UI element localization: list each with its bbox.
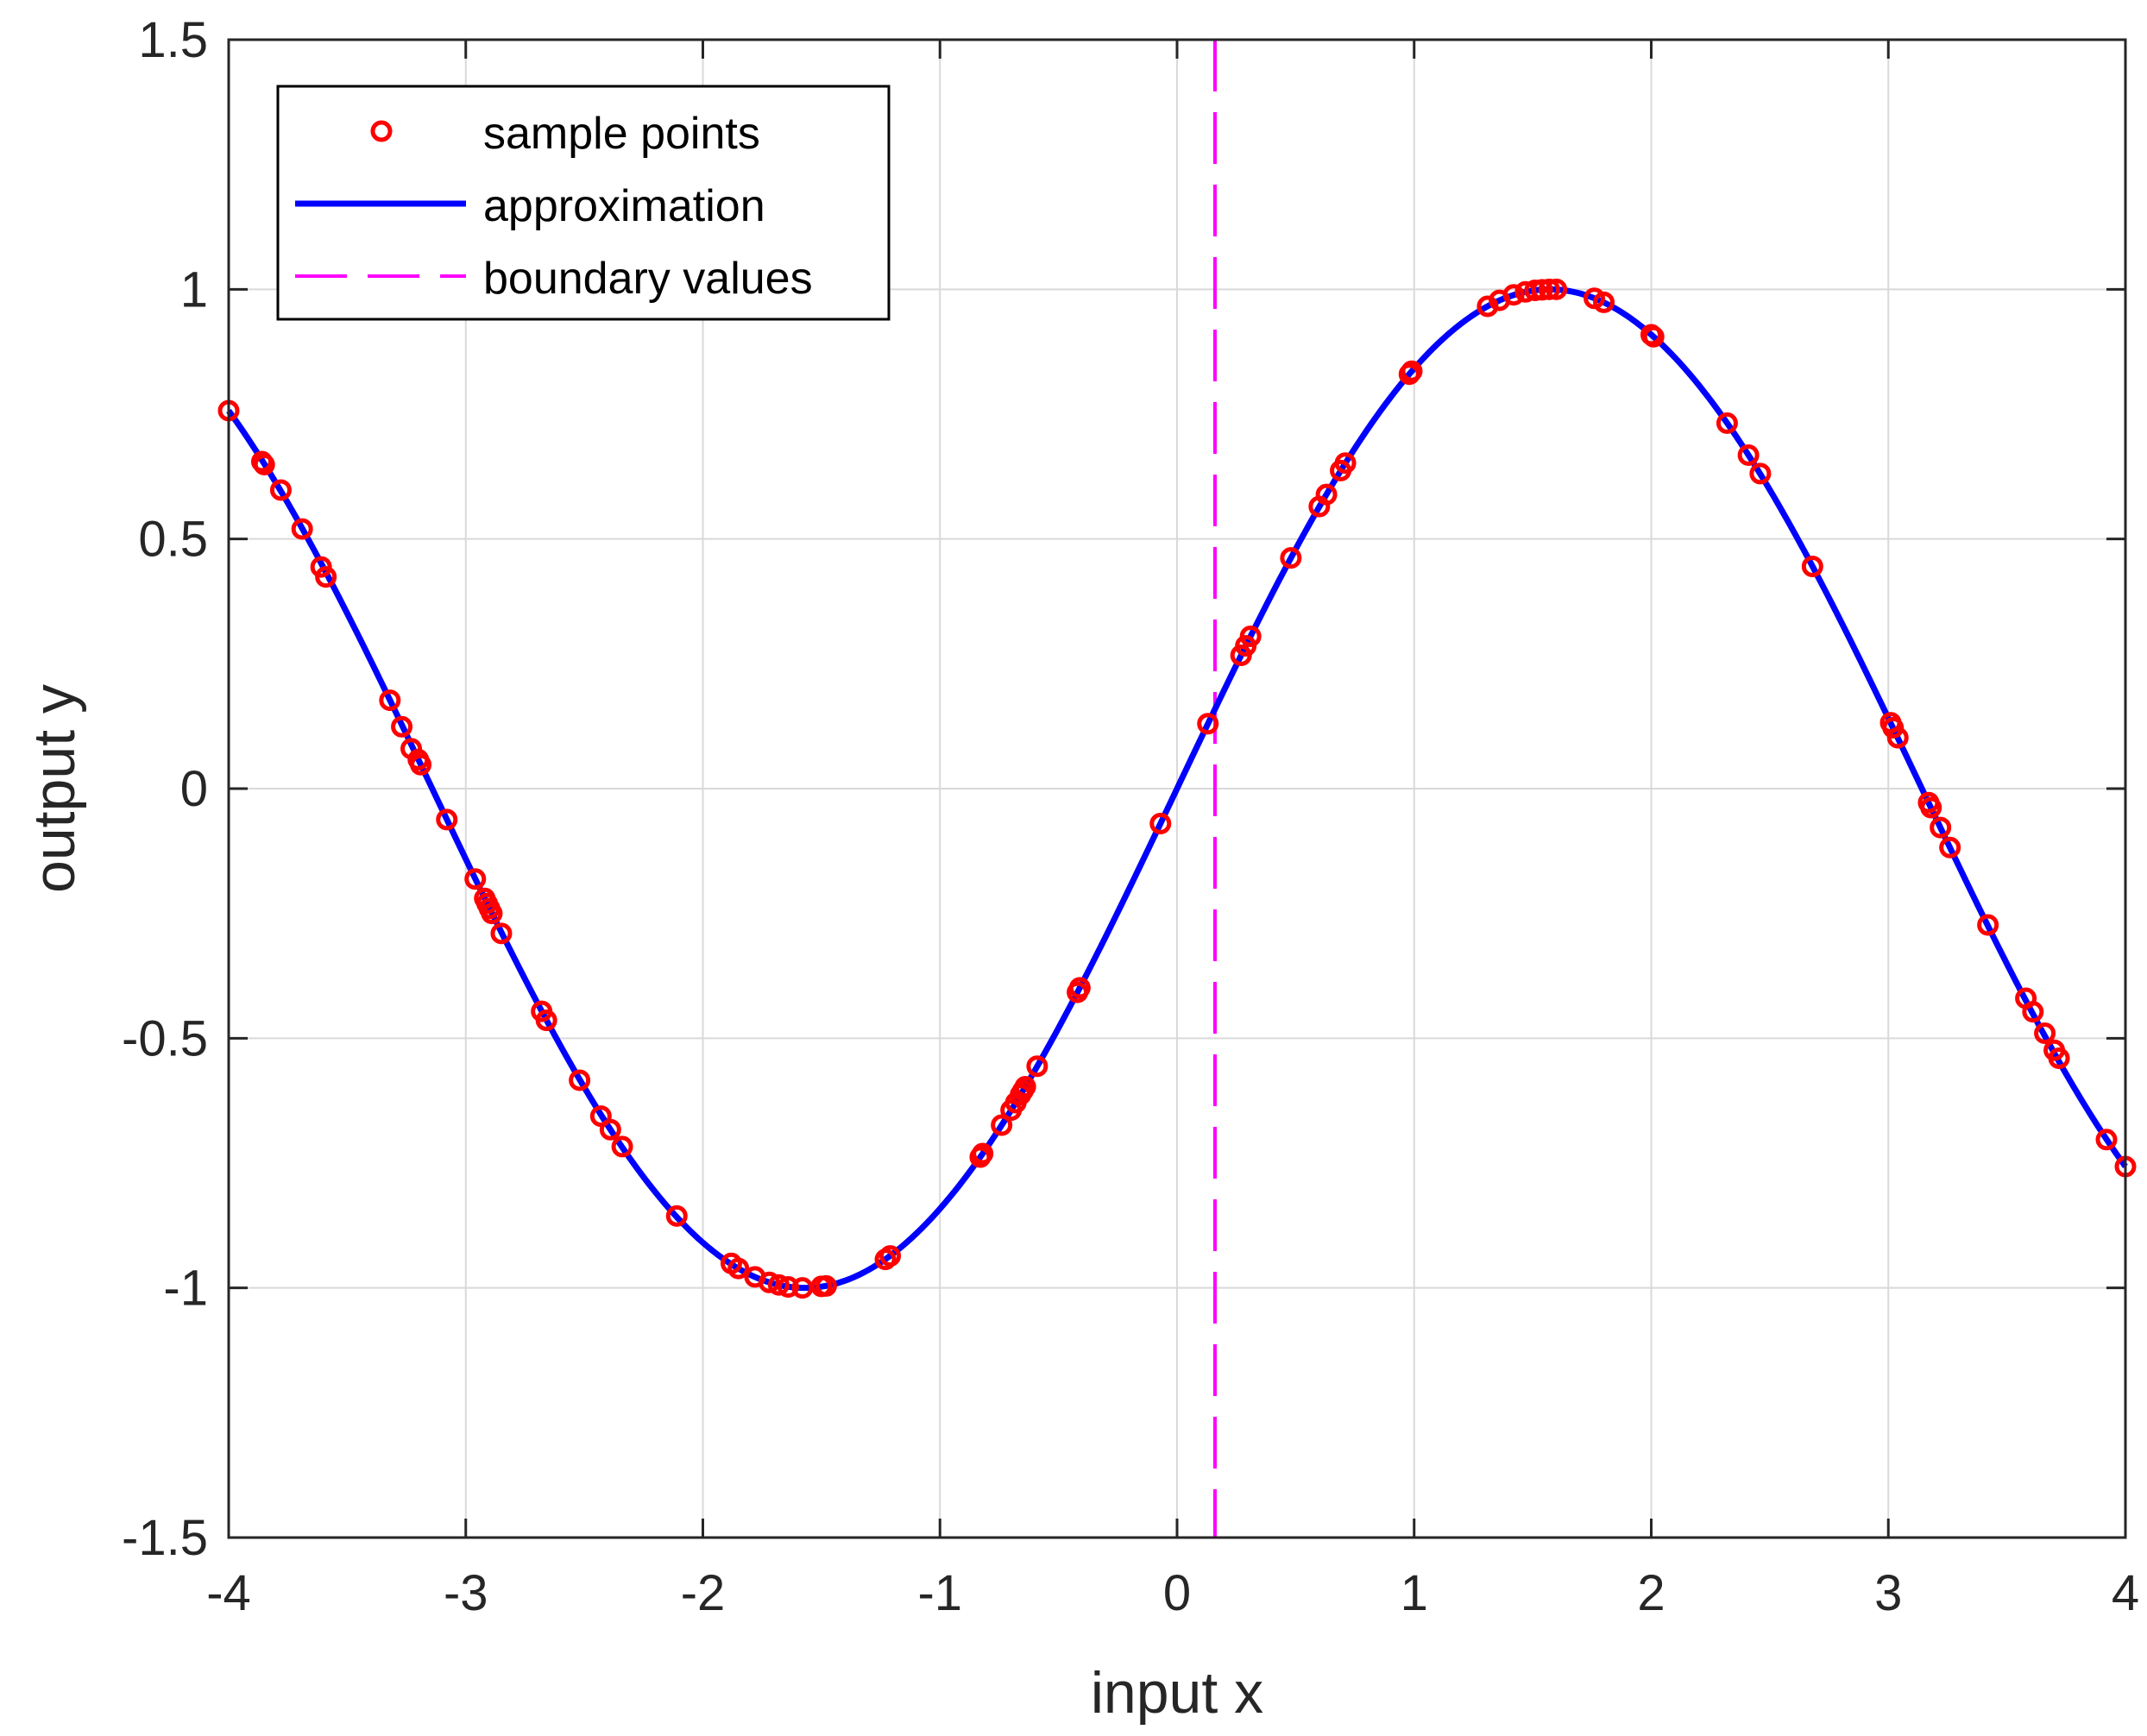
sample-point <box>1401 360 1423 382</box>
sample-point <box>758 1271 780 1293</box>
x-tick-label: 4 <box>2112 1565 2139 1621</box>
sample-point <box>727 1257 750 1280</box>
x-tick-label: -2 <box>681 1565 726 1621</box>
sample-point <box>1939 836 1961 859</box>
sample-point <box>1524 279 1546 301</box>
axis-ticks <box>227 38 2127 1539</box>
legend-label-boundary-values: boundary values <box>483 254 813 304</box>
sample-point <box>1502 284 1525 306</box>
sample-point <box>1546 278 1568 300</box>
sample-point <box>1197 713 1219 735</box>
sample-point <box>599 1118 621 1141</box>
sample-point <box>391 715 413 738</box>
x-tick-labels: -4 -3 -2 -1 0 1 2 3 4 <box>206 1565 2139 1621</box>
sample-point <box>315 566 337 588</box>
x-axis-label: input x <box>1091 1660 1263 1726</box>
sample-point <box>436 808 458 831</box>
sample-point <box>481 903 503 925</box>
y-tick-label: -1.5 <box>122 1510 208 1566</box>
legend-label-approximation: approximation <box>483 181 765 231</box>
sample-points-layer <box>217 278 2137 1299</box>
sample-point <box>1716 412 1738 434</box>
x-tick-label: -3 <box>444 1565 488 1621</box>
sample-point <box>611 1135 633 1158</box>
sample-point <box>253 453 275 475</box>
sample-point <box>1280 547 1302 569</box>
y-tick-label: 0 <box>180 761 208 817</box>
sample-point <box>1737 443 1760 466</box>
sample-point <box>535 1010 557 1032</box>
sample-point <box>1801 555 1823 577</box>
sample-point <box>1930 816 1952 839</box>
y-tick-label: -1 <box>163 1261 208 1317</box>
sample-point <box>991 1114 1013 1136</box>
legend-marker-sample-points <box>370 120 393 142</box>
sample-point <box>879 1245 902 1267</box>
sample-point <box>464 868 487 890</box>
sample-point <box>569 1069 591 1091</box>
sample-point <box>410 753 432 776</box>
sample-point <box>1593 291 1615 313</box>
sample-point <box>2022 1001 2044 1023</box>
sample-point <box>972 1142 994 1165</box>
x-tick-label: -4 <box>206 1565 251 1621</box>
legend: sample points approximation boundary val… <box>276 85 891 321</box>
sample-point <box>1149 813 1172 835</box>
y-tick-labels: -1.5 -1 -0.5 0 0.5 1 1.5 <box>122 12 208 1566</box>
y-axis-label: output y <box>22 684 87 893</box>
sample-point <box>1749 462 1772 485</box>
sample-point <box>815 1274 837 1297</box>
sample-point <box>490 922 513 945</box>
sample-point <box>777 1276 799 1299</box>
y-tick-label: 0.5 <box>138 512 208 568</box>
sample-point <box>2048 1047 2070 1069</box>
sample-point <box>1977 914 1999 936</box>
sample-point <box>2095 1129 2118 1151</box>
x-tick-label: 3 <box>1874 1565 1902 1621</box>
sample-point <box>1315 483 1338 506</box>
sample-point <box>665 1205 688 1227</box>
x-tick-label: -1 <box>917 1565 962 1621</box>
sample-point <box>1014 1075 1036 1098</box>
y-tick-label: 1 <box>180 261 208 318</box>
sample-point <box>1642 325 1665 348</box>
x-tick-label: 2 <box>1637 1565 1665 1621</box>
y-tick-label: 1.5 <box>138 12 208 68</box>
x-tick-label: 1 <box>1401 1565 1428 1621</box>
sample-point <box>1538 278 1560 300</box>
sample-point <box>379 689 401 712</box>
sample-point <box>767 1274 790 1296</box>
sample-point <box>1531 279 1553 301</box>
sample-point <box>1068 977 1091 999</box>
y-tick-label: -0.5 <box>122 1010 208 1066</box>
sample-point <box>1920 796 1942 819</box>
sample-point <box>1886 726 1909 749</box>
sample-point <box>1026 1055 1048 1078</box>
x-tick-label: 0 <box>1163 1565 1191 1621</box>
sample-point <box>1334 452 1357 475</box>
legend-label-sample-points: sample points <box>483 109 760 159</box>
sample-point <box>2034 1022 2056 1045</box>
sample-point <box>269 479 292 501</box>
sample-point <box>1239 626 1262 648</box>
sample-point <box>291 518 313 540</box>
